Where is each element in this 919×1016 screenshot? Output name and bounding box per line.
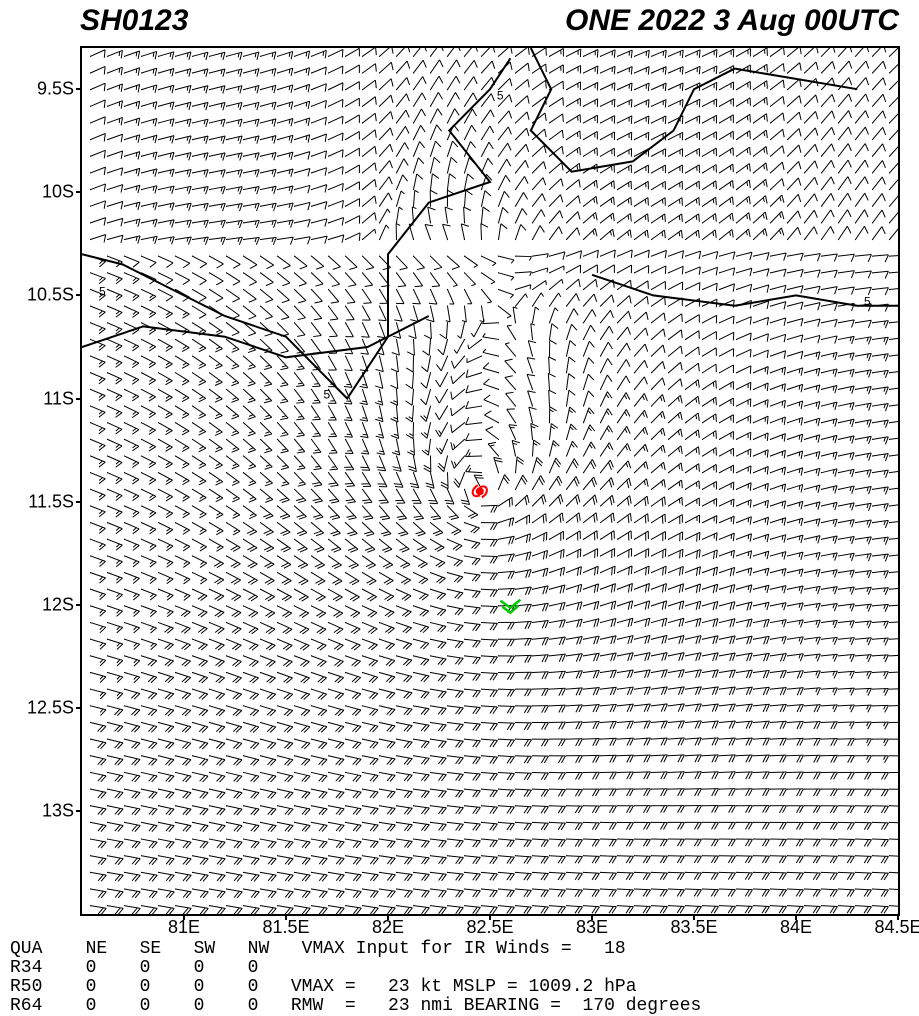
x-tick-label: 83.5E bbox=[670, 917, 717, 938]
title-row: SH0123 ONE 2022 3 Aug 00UTC bbox=[80, 4, 899, 38]
x-tick-mark bbox=[285, 914, 287, 920]
x-tick-mark bbox=[387, 914, 389, 920]
x-tick-label: 84.5E bbox=[874, 917, 919, 938]
x-tick-label: 84E bbox=[780, 917, 812, 938]
y-tick-mark bbox=[76, 191, 82, 193]
title-left: SH0123 bbox=[80, 4, 188, 38]
y-tick-mark bbox=[76, 88, 82, 90]
cyclone-center-icon bbox=[473, 485, 487, 497]
y-tick-mark bbox=[76, 810, 82, 812]
x-tick-mark bbox=[897, 914, 899, 920]
y-tick-mark bbox=[76, 604, 82, 606]
x-tick-label: 82E bbox=[372, 917, 404, 938]
x-tick-mark bbox=[489, 914, 491, 920]
x-tick-label: 83E bbox=[576, 917, 608, 938]
x-tick-mark bbox=[693, 914, 695, 920]
y-tick-label: 10.5S bbox=[27, 285, 82, 306]
footer-data-block: QUA NE SE SW NW VMAX Input for IR Winds … bbox=[10, 940, 701, 1016]
x-tick-mark bbox=[183, 914, 185, 920]
y-tick-label: 11.5S bbox=[28, 491, 82, 512]
chart-container: SH0123 ONE 2022 3 Aug 00UTC 5555 9.5S10S… bbox=[0, 0, 919, 1014]
x-tick-label: 81.5E bbox=[262, 917, 309, 938]
x-tick-mark bbox=[591, 914, 593, 920]
x-tick-label: 82.5E bbox=[466, 917, 513, 938]
barb-layer bbox=[87, 48, 898, 914]
x-tick-mark bbox=[795, 914, 797, 920]
wind-field-svg: 5555 bbox=[82, 48, 898, 914]
y-tick-mark bbox=[76, 294, 82, 296]
wind-barb-plot: 5555 9.5S10S10.5S11S11.5S12S12.5S13S81E8… bbox=[80, 46, 900, 916]
y-tick-mark bbox=[76, 501, 82, 503]
y-tick-label: 12.5S bbox=[27, 697, 82, 718]
secondary-marker-icon bbox=[500, 600, 520, 613]
title-right: ONE 2022 3 Aug 00UTC bbox=[565, 4, 899, 38]
x-tick-label: 81E bbox=[168, 917, 200, 938]
y-tick-mark bbox=[76, 707, 82, 709]
y-tick-mark bbox=[76, 398, 82, 400]
